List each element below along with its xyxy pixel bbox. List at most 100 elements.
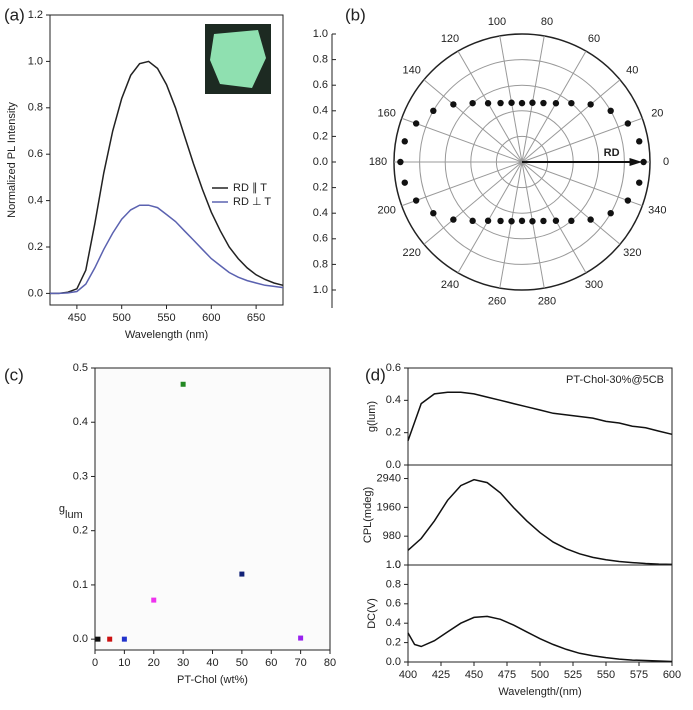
r-tick-label: 1.0 [313, 284, 328, 296]
y-tick-label: 0.6 [386, 362, 401, 374]
spoke [401, 117, 523, 163]
x-tick-label: 0 [92, 657, 98, 669]
r-tick-label: 0.2 [313, 182, 328, 194]
x-tick-label: 40 [206, 657, 218, 669]
annotation: PT-Chol-30%@5CB [566, 374, 664, 386]
y-tick-label: 0.4 [386, 617, 401, 629]
point [430, 107, 437, 115]
x-tick-label: 500 [531, 669, 549, 681]
point [401, 179, 408, 186]
spoke [521, 161, 545, 289]
point [636, 179, 643, 186]
point [450, 216, 457, 223]
y-axis-label-subscript: lum [65, 509, 83, 521]
y-axis-label: g [59, 503, 65, 515]
point [518, 99, 526, 107]
point [430, 210, 437, 217]
point [450, 101, 457, 108]
point [552, 217, 560, 224]
x-tick-label: 20 [148, 657, 160, 669]
angle-label: 0 [663, 156, 669, 168]
angle-label: 180 [369, 156, 387, 168]
legend-label: RD ⊥ T [233, 196, 271, 208]
angle-label: 40 [626, 65, 638, 77]
spoke [521, 161, 621, 245]
point [469, 99, 476, 107]
angle-label: 100 [488, 16, 506, 28]
angle-label: 200 [378, 204, 396, 216]
angle-label: 80 [541, 16, 553, 28]
x-tick-label: 60 [265, 657, 277, 669]
x-tick-label: 525 [564, 669, 582, 681]
legend-label: RD ∥ T [233, 182, 267, 194]
y-tick-label: 0.6 [28, 148, 43, 160]
r-tick-label: 0.4 [313, 105, 328, 117]
y-tick-label: 1960 [377, 501, 401, 513]
spoke [423, 79, 523, 163]
point [412, 197, 420, 204]
series-line [50, 60, 284, 295]
x-axis-label: Wavelength/(nm) [498, 686, 581, 698]
plot-frame [49, 14, 284, 306]
spoke [521, 35, 545, 163]
y-axis-label: Normalized PL Intensity [6, 102, 18, 218]
plot-background [95, 368, 330, 650]
angle-label: 260 [488, 296, 506, 308]
spoke [521, 161, 643, 207]
x-tick-label: 650 [247, 312, 265, 324]
point [529, 218, 536, 225]
y-tick-label: 0.5 [73, 362, 88, 374]
y-tick-label: 0.0 [28, 287, 43, 299]
y-tick-label: 0 [395, 559, 401, 571]
angle-label: 220 [403, 247, 421, 259]
point [607, 107, 614, 115]
x-tick-label: 600 [663, 669, 681, 681]
spoke [499, 35, 523, 163]
y-axis-label: DC(V) [366, 598, 378, 629]
point [552, 100, 560, 107]
spoke [401, 161, 523, 207]
point [497, 99, 504, 107]
angle-label: 60 [588, 33, 600, 45]
point [497, 217, 504, 225]
y-tick-label: 0.2 [386, 427, 401, 439]
x-tick-label: 425 [432, 669, 450, 681]
plot-frame [407, 564, 673, 663]
spoke [521, 50, 587, 163]
point [568, 99, 575, 107]
point [412, 120, 420, 127]
point [636, 138, 643, 145]
spoke [423, 161, 523, 245]
angle-label: 120 [441, 33, 459, 45]
angle-label: 160 [378, 107, 396, 119]
r-tick-label: 0.6 [313, 233, 328, 245]
y-axis-label: CPL(mdeg) [362, 487, 374, 543]
point [484, 217, 492, 224]
y-tick-label: 0.4 [73, 416, 88, 428]
panel-label: (a) [4, 5, 25, 24]
point [484, 100, 492, 107]
y-tick-label: 1.2 [28, 9, 43, 21]
point [540, 99, 547, 107]
point [401, 138, 408, 145]
point [568, 217, 575, 225]
point [587, 216, 594, 223]
r-tick-label: 0.4 [313, 207, 328, 219]
point [107, 636, 113, 642]
y-tick-label: 0.6 [386, 598, 401, 610]
y-tick-label: 0.0 [386, 656, 401, 668]
panel-label: (b) [345, 5, 366, 24]
r-tick-label: 0.6 [313, 79, 328, 91]
y-tick-label: 0.8 [386, 578, 401, 590]
r-tick-label: 0.2 [313, 130, 328, 142]
point [397, 158, 404, 166]
y-tick-label: 0.2 [73, 525, 88, 537]
y-tick-label: 0.1 [73, 579, 88, 591]
panel-label: (c) [4, 365, 24, 384]
series-line [407, 478, 673, 566]
x-tick-label: 575 [630, 669, 648, 681]
y-tick-label: 0.0 [73, 633, 88, 645]
point [508, 99, 515, 106]
point [180, 381, 186, 387]
